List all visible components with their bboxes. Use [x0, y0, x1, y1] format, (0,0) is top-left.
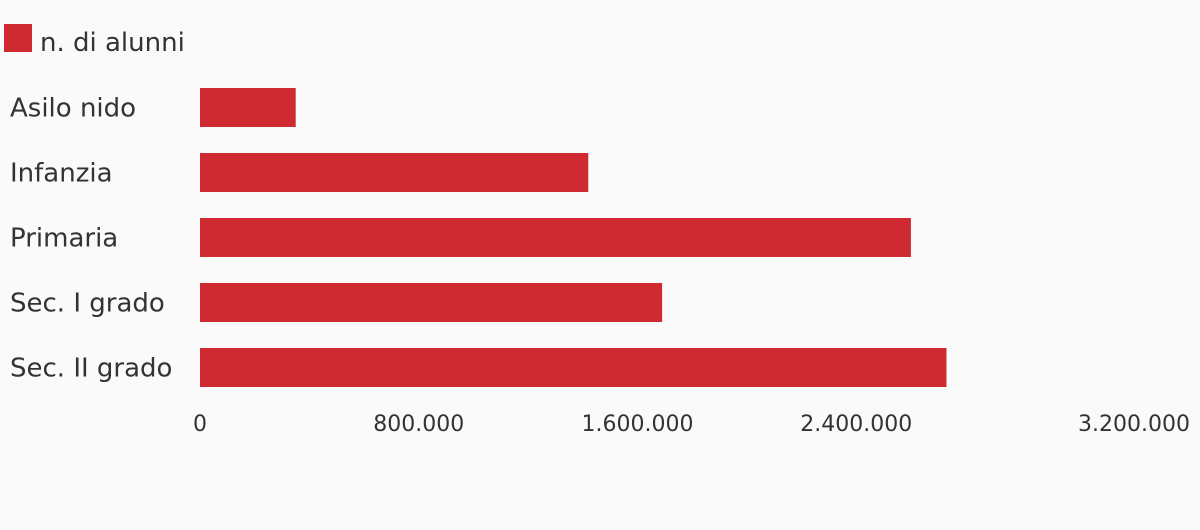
x-tick-label: 2.400.000	[800, 412, 912, 437]
legend-swatch	[4, 24, 32, 52]
x-tick-label: 3.200.000	[1078, 412, 1190, 437]
x-tick-label: 1.600.000	[582, 412, 694, 437]
legend-label: n. di alunni	[40, 28, 185, 58]
legend: n. di alunni	[4, 24, 185, 58]
x-axis-tick-labels: 0 800.000 1.600.000 2.400.000 3.200.000	[193, 412, 1190, 437]
category-label-asilo-nido: Asilo nido	[10, 94, 136, 124]
bar-asilo-nido	[200, 88, 296, 127]
bar-sec-i-grado	[200, 283, 663, 322]
category-labels: Asilo nido Infanzia Primaria Sec. I grado Se…	[10, 94, 172, 384]
bar-primaria	[200, 218, 911, 257]
bar-infanzia	[200, 153, 589, 192]
category-label-infanzia: Infanzia	[10, 159, 113, 189]
bar-sec-ii-grado	[200, 348, 947, 387]
x-tick-label: 0	[193, 412, 207, 437]
category-label-primaria: Primaria	[10, 224, 118, 254]
category-label-sec-ii-grado: Sec. II grado	[10, 354, 172, 384]
x-tick-label: 800.000	[373, 412, 464, 437]
category-label-sec-i-grado: Sec. I grado	[10, 289, 165, 319]
bars	[200, 88, 947, 387]
